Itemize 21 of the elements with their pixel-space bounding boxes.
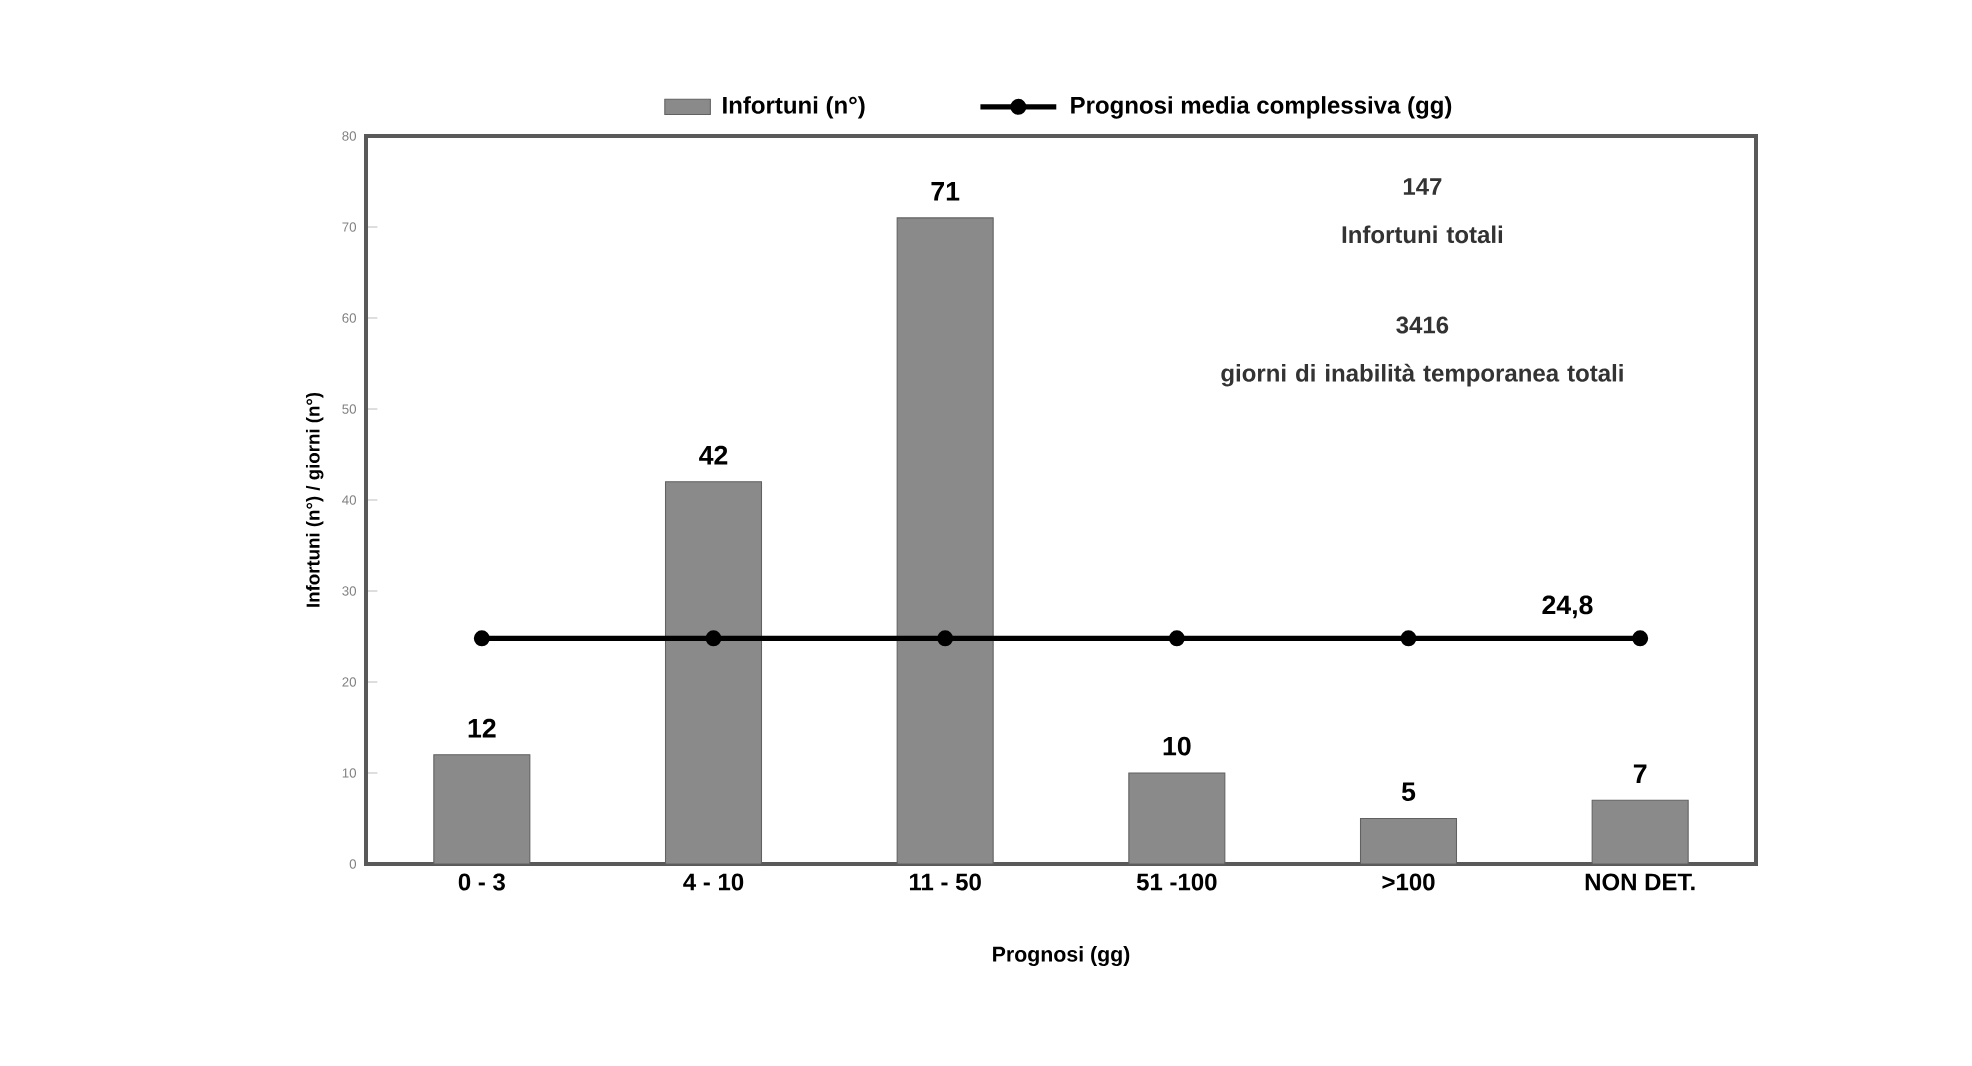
data-label: 5 <box>1401 782 1416 802</box>
data-label: 71 <box>931 182 960 201</box>
annotation: Infortuni totali <box>1342 225 1503 244</box>
annotation: giorni di inabilità temporanea totali <box>1221 363 1623 387</box>
data-label: 7 <box>1633 764 1647 783</box>
annotation: 3416 <box>1396 316 1449 334</box>
x-tick-label: 51 -100 <box>1136 873 1217 891</box>
y-axis-title: Infortuni (n°) / giorni (n°) <box>305 392 324 607</box>
legend-label: Prognosi media complessiva (gg) <box>1071 96 1452 119</box>
x-tick-label: >100 <box>1382 873 1435 891</box>
x-tick-label: 11 - 50 <box>909 873 981 891</box>
data-label: 10 <box>1163 736 1191 756</box>
x-axis-title: Prognosi (gg) <box>993 946 1130 967</box>
x-tick-label: 0 - 3 <box>458 873 505 891</box>
data-label: 24,8 <box>1542 595 1593 619</box>
legend-label: Infortuni (n°) <box>723 96 865 119</box>
x-tick-label: NON DET. <box>1585 873 1695 891</box>
x-tick-label: 4 - 10 <box>683 873 744 891</box>
data-label: 42 <box>699 445 728 465</box>
annotation: 147 <box>1403 178 1442 195</box>
data-label: 12 <box>468 718 496 738</box>
